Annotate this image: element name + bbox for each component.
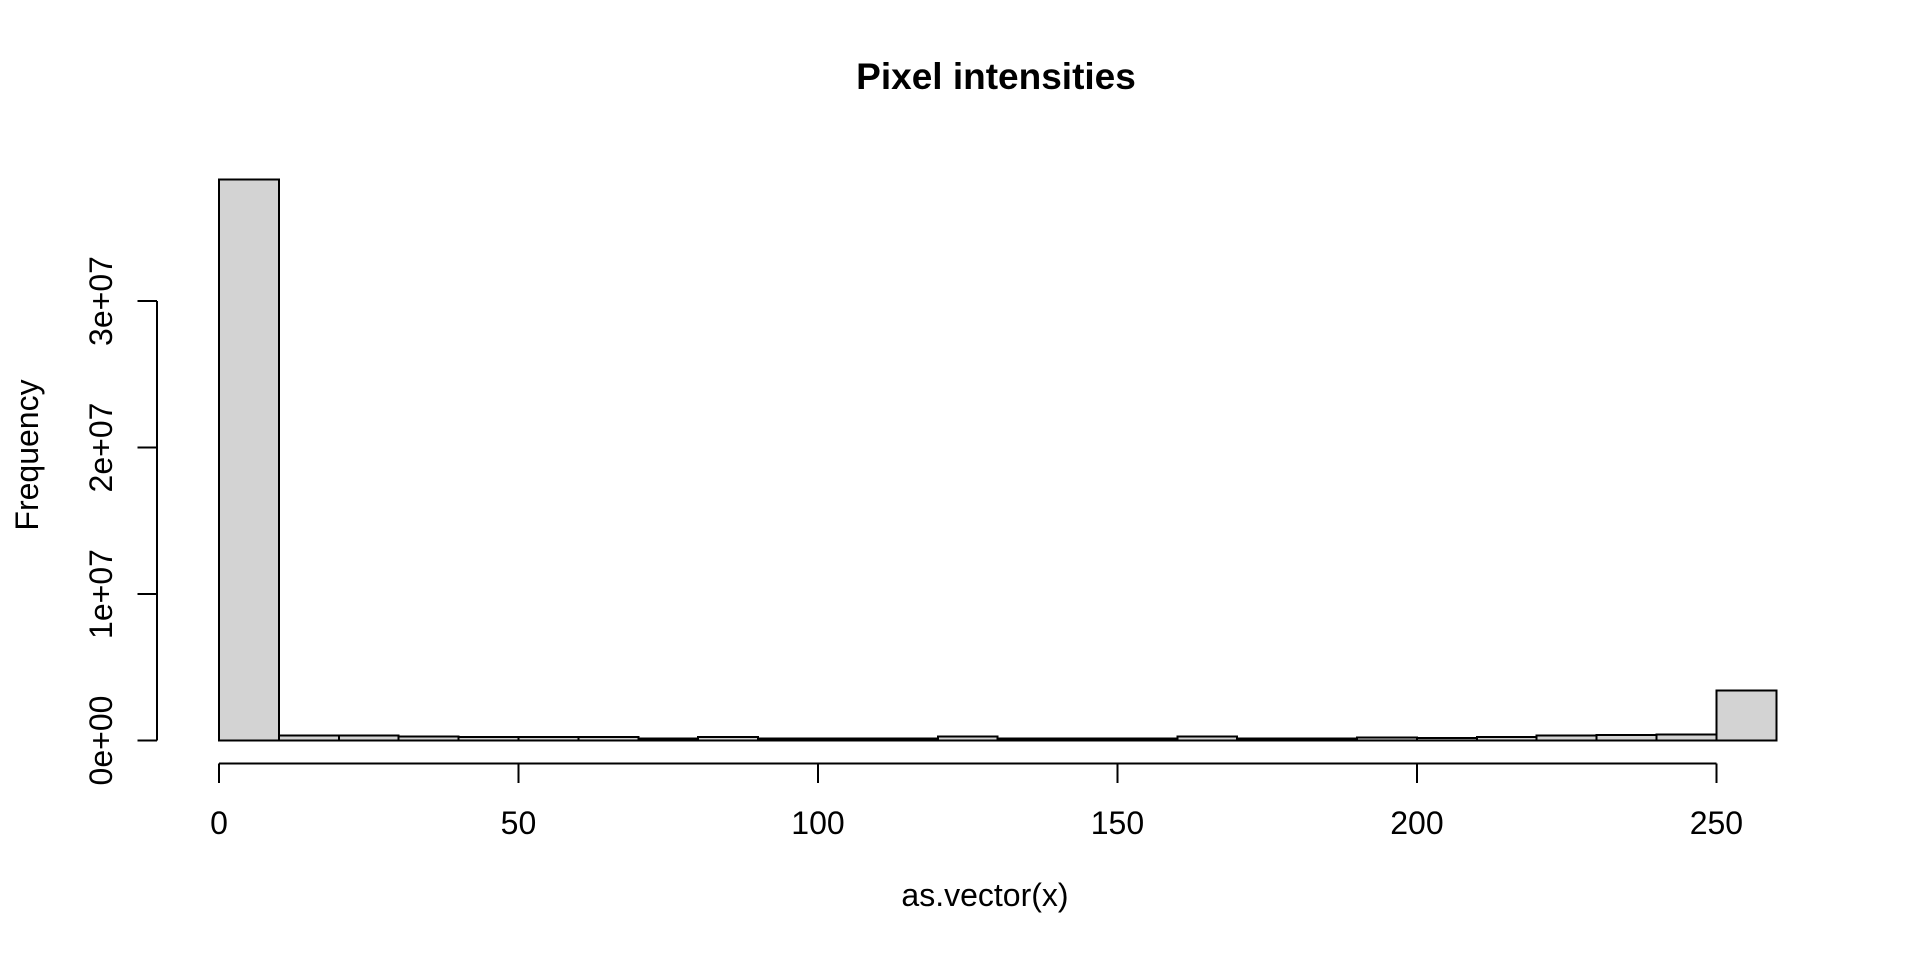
y-tick-label: 3e+07: [83, 256, 119, 346]
x-axis: 0 50 100 150 200 250: [210, 762, 1743, 841]
histogram-bar: [1655, 733, 1718, 742]
y-tick-label: 2e+07: [83, 403, 119, 493]
histogram-bar: [577, 736, 640, 742]
x-tick-label: 0: [210, 805, 228, 841]
histogram-bar: [397, 735, 460, 742]
y-axis-label: Frequency: [9, 379, 45, 530]
histogram-bar: [936, 735, 999, 742]
bars-group: [218, 178, 1778, 742]
histogram-bar: [1356, 736, 1418, 742]
histogram-bar: [1595, 734, 1658, 742]
x-tick-label: 200: [1390, 805, 1443, 841]
histogram-bar: [876, 737, 939, 742]
histogram-bar: [637, 737, 700, 742]
histogram-bar: [1116, 737, 1179, 742]
x-tick-label: 50: [501, 805, 537, 841]
x-tick-label: 100: [791, 805, 844, 841]
histogram-bar: [1535, 734, 1598, 742]
histogram-bar: [1236, 737, 1299, 742]
y-tick-label: 0e+00: [83, 696, 119, 786]
histogram-bar: [277, 734, 340, 742]
histogram-bar: [1176, 735, 1239, 742]
histogram-bar: [218, 178, 280, 742]
histogram-bar: [1715, 689, 1778, 742]
histogram-bar: [996, 737, 1059, 742]
x-tick-label: 250: [1690, 805, 1743, 841]
histogram-bar: [1296, 737, 1358, 742]
histogram-bar: [697, 736, 760, 742]
histogram-bar: [1056, 737, 1119, 742]
y-axis: 0e+00 1e+07 2e+07 3e+07: [83, 256, 158, 786]
histogram-bar: [517, 736, 580, 742]
y-tick-label: 1e+07: [83, 549, 119, 639]
histogram-bar: [457, 736, 520, 742]
histogram-bar: [1415, 737, 1478, 742]
histogram-bar: [1475, 736, 1538, 742]
x-tick-label: 150: [1091, 805, 1144, 841]
plot-title: Pixel intensities: [856, 56, 1136, 97]
histogram-bar: [757, 737, 819, 742]
histogram-bar: [817, 737, 879, 742]
x-axis-label: as.vector(x): [901, 877, 1068, 913]
histogram-bar: [337, 734, 400, 742]
